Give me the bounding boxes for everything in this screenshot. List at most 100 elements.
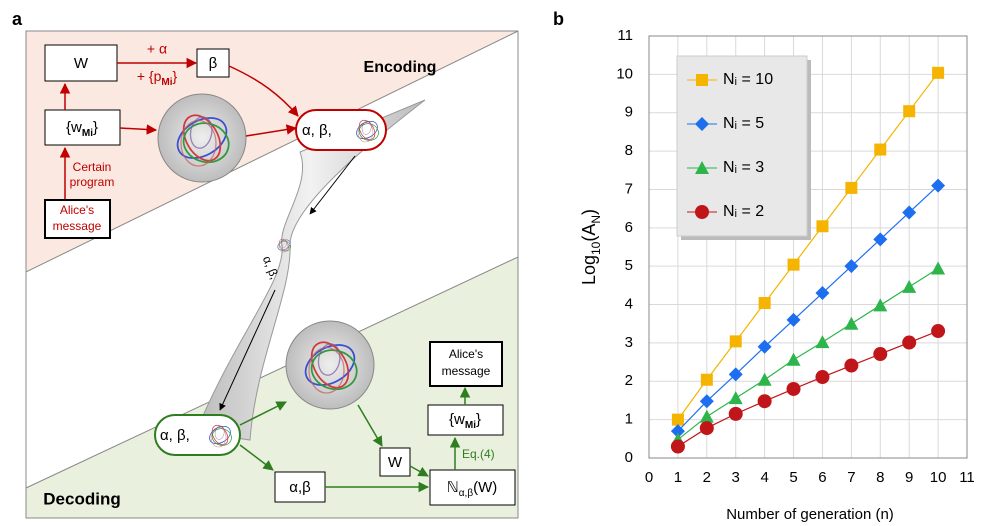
marker [844, 358, 859, 373]
marker [815, 335, 830, 349]
y-tick-label: 1 [625, 411, 633, 428]
label: Encoding [364, 59, 437, 76]
label: {wMi} [449, 411, 481, 431]
series-line [677, 185, 939, 432]
x-tick-label: 1 [674, 469, 682, 486]
label: α, β, [160, 427, 190, 444]
label: + α [147, 41, 167, 57]
marker [902, 335, 917, 350]
marker [757, 339, 772, 354]
label: {w [449, 411, 465, 428]
marker [728, 406, 743, 421]
box [429, 469, 516, 506]
marker [729, 335, 742, 348]
arrow [228, 65, 299, 117]
y-tick-label: 3 [625, 334, 633, 351]
y-tick-label: 10 [616, 65, 633, 82]
label: N [589, 215, 603, 224]
marker [815, 286, 830, 301]
marker [757, 394, 772, 409]
marker [902, 205, 917, 220]
arrow [245, 124, 298, 137]
legend-marker [695, 205, 709, 219]
box [429, 341, 503, 387]
marker [757, 372, 772, 386]
marker [758, 297, 771, 310]
marker [699, 409, 714, 423]
label: } [93, 119, 98, 136]
x-tick-label: 0 [645, 469, 653, 486]
label: {w [66, 119, 82, 136]
marker [845, 181, 858, 194]
marker [699, 421, 714, 436]
x-tick-label: 6 [818, 469, 826, 486]
label: ℕα,β(W) [447, 479, 497, 499]
marker [670, 424, 685, 439]
marker [728, 367, 743, 382]
marker [815, 370, 830, 385]
series-line [677, 267, 939, 441]
arrow [239, 401, 287, 426]
y-tick-label: 5 [625, 257, 633, 274]
marker [932, 66, 945, 79]
label: Alice's [449, 347, 483, 361]
label: Alice's [60, 203, 94, 217]
label: Certain [73, 160, 112, 174]
knot-circle [285, 320, 375, 410]
marker [874, 143, 887, 156]
legend-label: Nᵢ = 5 [723, 115, 764, 132]
marker [816, 220, 829, 233]
legend-label: Nᵢ = 2 [723, 203, 764, 220]
label: W [74, 55, 89, 72]
label: W [388, 454, 403, 471]
x-tick-label: 2 [703, 469, 711, 486]
encoding-region [25, 30, 519, 273]
label: α,β [459, 488, 474, 499]
channel-funnel [195, 99, 426, 441]
x-axis-label: Number of generation (n) [726, 506, 894, 523]
x-tick-label: 3 [732, 469, 740, 486]
legend-marker [696, 74, 708, 86]
label: message [442, 364, 491, 378]
marker [903, 105, 916, 118]
marker [873, 298, 888, 312]
series-line [677, 72, 939, 420]
label: α, β, [302, 122, 332, 139]
panel-label: a [12, 9, 23, 29]
x-tick-label: 9 [905, 469, 913, 486]
box [44, 199, 111, 239]
arrow [357, 404, 383, 447]
marker [931, 324, 946, 339]
legend-marker [695, 161, 709, 174]
marker [700, 373, 713, 386]
label: + {pMi} [137, 68, 178, 88]
marker [786, 352, 801, 366]
arrow [219, 289, 276, 411]
y-tick-label: 0 [625, 449, 633, 466]
marker [786, 381, 801, 396]
label: message [53, 219, 102, 233]
marker [902, 279, 917, 293]
x-tick-label: 5 [789, 469, 797, 486]
marker [671, 413, 684, 426]
legend-label: Nᵢ = 10 [723, 71, 773, 88]
panel-label: b [553, 9, 564, 29]
marker [786, 312, 801, 327]
label: Decoding [43, 489, 120, 508]
y-tick-label: 9 [625, 104, 633, 121]
arrow [119, 124, 158, 135]
marker [873, 232, 888, 247]
label: Mi [465, 420, 476, 431]
marker [670, 439, 685, 454]
label: Mi [161, 77, 172, 88]
y-axis-label: Log10(AN) [579, 209, 603, 285]
label: α,β [289, 479, 311, 496]
label: Mi [82, 128, 93, 139]
label: {wMi} [66, 119, 98, 139]
marker [844, 259, 859, 274]
marker [699, 394, 714, 409]
label: (W) [473, 479, 497, 496]
label: Eq.(4) [462, 447, 495, 461]
